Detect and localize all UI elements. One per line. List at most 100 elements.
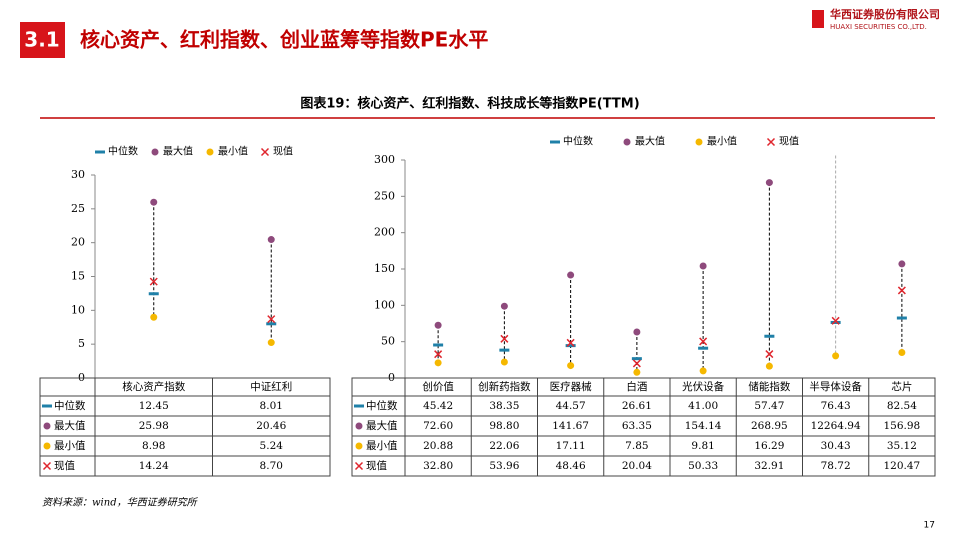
point-circle: [633, 328, 641, 336]
y-tick-label: 10: [71, 303, 85, 316]
point-x: [267, 315, 276, 324]
point-circle: [500, 358, 508, 366]
table-cell: 8.98: [142, 440, 165, 452]
table-cell: 17.11: [556, 440, 586, 452]
table-cell: 30.43: [821, 440, 851, 452]
point-dash: [266, 322, 277, 326]
point-x: [500, 334, 509, 343]
legend-label: 最小值: [218, 145, 248, 158]
table-cell: 98.80: [489, 420, 519, 432]
table-cell: 44.57: [556, 400, 586, 412]
point-circle: [567, 271, 575, 279]
table-cell: 41.00: [688, 400, 718, 412]
table-cell: 78.72: [821, 460, 851, 472]
table-header: 光伏设备: [682, 380, 724, 393]
company-name-en: HUAXI SECURITIES CO.,LTD.: [830, 23, 927, 31]
figure-title: 图表19：核心资产、红利指数、科技成长等指数PE(TTM): [300, 96, 639, 112]
table-cell: 82.54: [887, 400, 917, 412]
table-header: 芯片: [891, 380, 912, 393]
table-cell: 9.81: [691, 440, 714, 452]
point-circle: [567, 362, 575, 370]
point-x: [149, 277, 158, 286]
point-x: [831, 316, 840, 325]
point-circle: [267, 339, 275, 347]
table-cell: 16.29: [754, 440, 784, 452]
table-cell: 72.60: [423, 420, 453, 432]
y-tick-label: 100: [374, 298, 395, 311]
table-cell: 53.96: [489, 460, 519, 472]
table-cell: 8.01: [260, 400, 283, 412]
point-dash: [565, 344, 576, 348]
table-cell: 12264.94: [811, 420, 861, 432]
point-dash: [631, 357, 642, 361]
table-cell: 32.91: [754, 460, 784, 472]
table-header: 储能指数: [748, 380, 790, 393]
point-x: [699, 337, 708, 346]
point-circle: [500, 302, 508, 310]
point-circle: [434, 359, 442, 367]
table-cell: 12.45: [139, 400, 169, 412]
legend-symbol: [550, 140, 560, 144]
y-tick-label: 200: [374, 226, 395, 239]
y-tick-label: 20: [71, 236, 85, 249]
table-cell: 154.14: [685, 420, 722, 432]
point-circle: [832, 352, 840, 360]
point-dash: [896, 316, 907, 320]
table-cell: 7.85: [625, 440, 648, 452]
point-circle: [765, 362, 773, 370]
legend-label: 中位数: [563, 135, 593, 148]
point-x: [765, 350, 774, 359]
point-circle: [699, 367, 707, 375]
table-cell: 5.24: [260, 440, 284, 452]
logo-icon: [812, 10, 824, 28]
y-tick-label: 250: [374, 189, 395, 202]
y-tick-label: 15: [71, 270, 85, 283]
legend-symbol: [95, 150, 105, 154]
point-circle: [898, 348, 906, 356]
table-cell: 268.95: [751, 420, 788, 432]
point-x: [632, 359, 641, 368]
plot-area: [148, 198, 277, 347]
legend-symbol: [260, 147, 270, 157]
section-badge: [20, 22, 65, 58]
table-cell: 8.70: [260, 460, 283, 472]
legend-label: 现值: [779, 135, 799, 148]
table-cell: 45.42: [423, 400, 453, 412]
legend-symbol: [354, 404, 364, 408]
point-dash: [698, 346, 709, 350]
legend-label: 最大值: [163, 145, 193, 158]
legend-symbol: [355, 442, 363, 450]
point-circle: [434, 321, 442, 329]
table-cell: 141.67: [552, 420, 589, 432]
table-cell: 57.47: [754, 400, 784, 412]
point-x: [434, 350, 443, 359]
section-number: 3.1: [24, 28, 59, 52]
legend-symbol: [695, 138, 703, 146]
table-row-label: 现值: [54, 459, 75, 472]
table-row-label: 中位数: [366, 399, 398, 412]
table-cell: 26.61: [622, 400, 652, 412]
y-tick-label: 5: [78, 337, 85, 350]
legend-symbol: [766, 137, 776, 147]
legend-symbol: [355, 422, 363, 430]
legend-label: 现值: [273, 145, 293, 158]
point-circle: [267, 236, 275, 244]
table-row-label: 最小值: [366, 439, 398, 452]
point-dash: [499, 348, 510, 352]
table-cell: 35.12: [887, 440, 917, 452]
table-cell: 20.04: [622, 460, 652, 472]
point-circle: [150, 198, 158, 206]
table-cell: 120.47: [884, 460, 921, 472]
table-header: 核心资产指数: [122, 380, 185, 393]
page-number: 17: [924, 521, 935, 531]
point-x: [566, 338, 575, 347]
legend-symbol: [151, 148, 159, 156]
table-header: 创价值: [422, 380, 454, 393]
table-cell: 25.98: [139, 420, 169, 432]
table-cell: 14.24: [139, 460, 169, 472]
table-row-label: 最大值: [54, 419, 86, 432]
legend-symbol: [43, 422, 51, 430]
table-row-label: 最小值: [54, 439, 86, 452]
